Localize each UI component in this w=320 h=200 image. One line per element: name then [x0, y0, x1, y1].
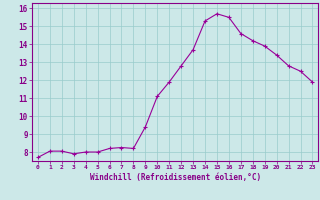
X-axis label: Windchill (Refroidissement éolien,°C): Windchill (Refroidissement éolien,°C) [90, 173, 261, 182]
